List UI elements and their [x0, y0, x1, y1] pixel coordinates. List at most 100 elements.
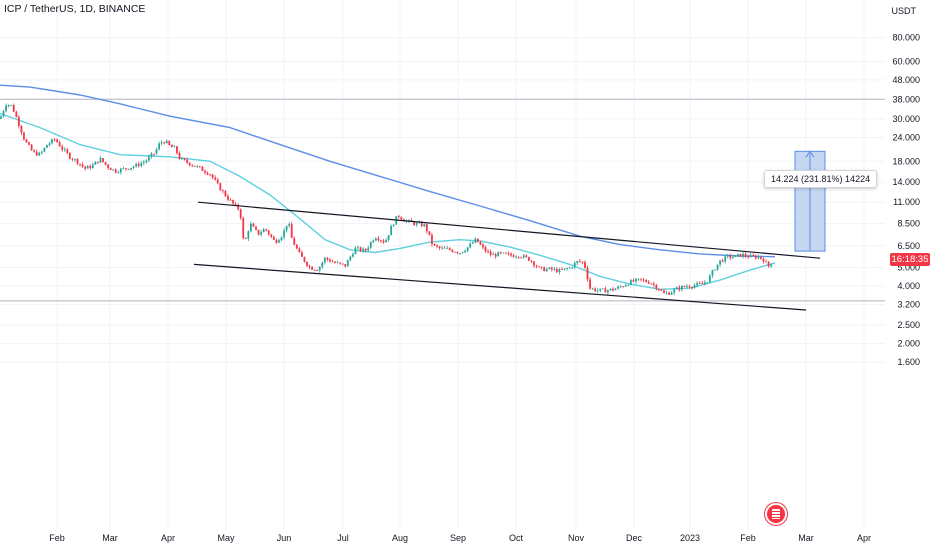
candle-body	[91, 164, 94, 169]
candle-body	[691, 287, 693, 289]
candle-body	[158, 143, 160, 150]
candle-body	[170, 145, 173, 148]
candle-body	[199, 166, 201, 168]
candle-body	[538, 266, 540, 268]
time-axis[interactable]: Feb Mar Apr May Jun Jul Aug Sep Oct Nov Dec 2023 Feb…	[49, 533, 871, 543]
candle-body	[148, 156, 150, 161]
candle-body	[484, 247, 487, 252]
candle-body	[451, 249, 454, 252]
candle-body	[550, 267, 553, 270]
candle-body	[533, 261, 535, 266]
candle-body	[214, 177, 217, 180]
candle-body	[770, 264, 772, 267]
price-tick-label: 18.000	[892, 156, 920, 166]
candle-body	[132, 166, 135, 168]
measure-tool[interactable]	[794, 150, 826, 252]
price-tick-label: 24.000	[892, 132, 920, 142]
candle-body	[331, 261, 334, 263]
candle-body	[494, 254, 497, 257]
candle-body	[262, 229, 265, 233]
candle-body	[637, 278, 640, 280]
candle-body	[760, 256, 762, 259]
candle-body	[573, 262, 576, 268]
candle-body	[119, 168, 122, 173]
candle-body	[456, 252, 459, 254]
candle-body	[168, 140, 171, 146]
candle-body	[591, 288, 594, 290]
candle-body	[673, 289, 676, 293]
time-tick-label: Oct	[509, 533, 524, 543]
candle-body	[680, 285, 683, 290]
candle-body	[614, 288, 617, 291]
candle-body	[206, 172, 209, 175]
candle-body	[354, 247, 357, 255]
candle-body	[627, 284, 630, 286]
candle-body	[280, 237, 283, 241]
candle-body	[400, 216, 403, 220]
time-tick-label: Dec	[626, 533, 643, 543]
candle-body	[334, 261, 336, 263]
candle-body	[604, 288, 607, 293]
candle-body	[655, 284, 658, 290]
candle-body	[372, 240, 375, 243]
time-tick-label: Nov	[568, 533, 585, 543]
candle-body	[612, 288, 614, 291]
time-tick-label: Sep	[450, 533, 466, 543]
candle-body	[622, 286, 625, 288]
measure-arrow-head	[805, 150, 815, 158]
candle-body	[255, 226, 257, 230]
candle-body	[33, 150, 36, 152]
candle-body	[693, 285, 696, 288]
candle-body	[629, 280, 632, 285]
horizontal-levels[interactable]	[0, 98, 885, 302]
candle-body	[385, 240, 387, 243]
candle-body	[535, 265, 538, 267]
price-axis[interactable]: 80.000 60.000 48.000 38.000 30.000 24.000 18.0…	[892, 32, 920, 367]
candle-body	[176, 146, 178, 154]
price-tick-label: 30.000	[892, 114, 920, 124]
trend-channel[interactable]	[193, 201, 821, 311]
ma-long-path	[0, 84, 776, 258]
candle-body	[94, 161, 97, 165]
ma-short-path	[0, 112, 776, 291]
candle-body	[247, 231, 250, 239]
candle-body	[257, 229, 260, 235]
candle-body	[250, 223, 252, 232]
candle-body	[301, 252, 303, 257]
candle-body	[428, 231, 431, 235]
candle-body	[336, 262, 339, 264]
candle-body	[556, 268, 558, 273]
candle-body	[754, 255, 757, 259]
price-tick-label: 1.600	[897, 357, 920, 367]
candle-body	[507, 253, 510, 255]
candle-body	[352, 254, 354, 257]
candle-body	[145, 160, 148, 163]
candle-body	[581, 261, 584, 263]
candle-body	[63, 149, 66, 151]
candle-body	[423, 224, 426, 227]
candle-body	[601, 288, 604, 290]
candle-body	[122, 168, 125, 169]
us-flag-icon[interactable]	[765, 503, 787, 525]
candle-body	[578, 260, 581, 262]
candle-body	[520, 257, 523, 259]
candle-body	[153, 153, 155, 155]
candle-body	[617, 286, 619, 289]
candle-body	[744, 253, 747, 257]
candle-body	[499, 252, 502, 254]
candle-body	[43, 147, 46, 152]
candle-body	[765, 261, 767, 263]
candle-body	[150, 153, 153, 157]
candle-body	[420, 222, 423, 227]
candle-body	[466, 247, 469, 251]
candle-body	[714, 269, 716, 271]
candle-body	[665, 292, 668, 294]
price-tick-label: 80.000	[892, 32, 920, 42]
candle-body	[260, 232, 262, 235]
candle-body	[698, 283, 701, 284]
candle-body	[196, 166, 199, 168]
candle-body	[346, 260, 349, 267]
candle-body	[515, 256, 517, 258]
candle-body	[527, 256, 530, 261]
